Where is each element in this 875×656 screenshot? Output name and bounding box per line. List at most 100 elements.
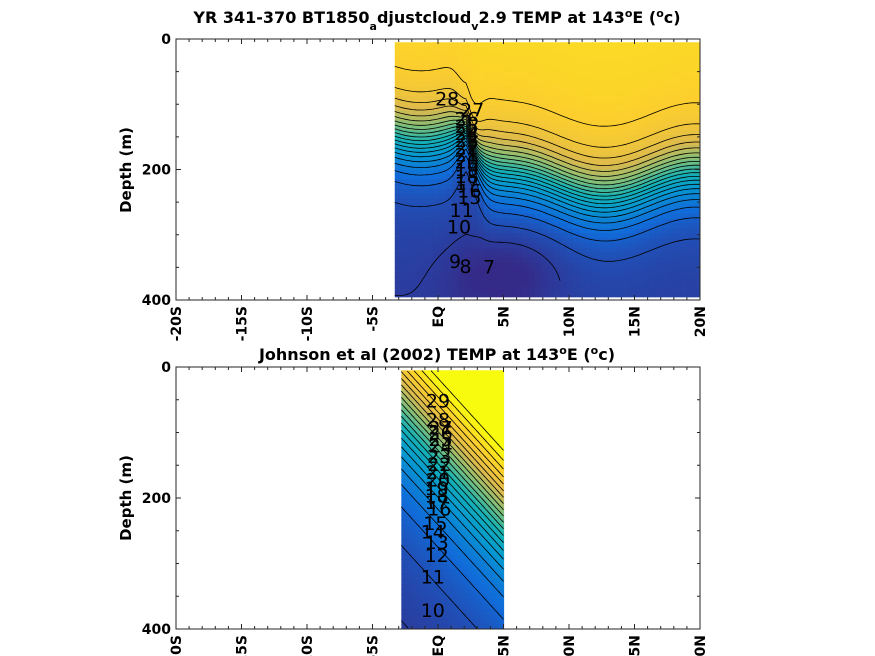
field-cell [649, 130, 657, 136]
field-cell [454, 425, 458, 431]
field-cell [407, 125, 415, 131]
isotherm-line [394, 66, 700, 127]
field-cell [448, 390, 451, 396]
field-cell [448, 584, 451, 590]
field-cell [617, 179, 625, 185]
field-cell [407, 174, 415, 180]
field-cell [623, 86, 631, 92]
field-cell [407, 549, 411, 555]
field-cell [431, 464, 434, 471]
field-cell [407, 66, 415, 73]
field-cell [471, 614, 475, 620]
field-cell [636, 130, 644, 136]
field-cell [473, 385, 477, 391]
field-cell [432, 189, 440, 195]
field-cell [693, 242, 700, 249]
field-cell [502, 252, 510, 259]
field-cell [572, 81, 580, 87]
field-cell [534, 135, 542, 141]
field-cell [534, 218, 542, 224]
field-cell [448, 479, 451, 486]
field-cell [674, 247, 682, 254]
field-cell [480, 604, 483, 610]
field-cell [473, 589, 477, 595]
field-cell [446, 589, 449, 595]
field-cell [439, 604, 443, 610]
field-cell [428, 504, 432, 511]
field-cell [604, 233, 612, 239]
field-cell [422, 499, 426, 506]
field-cell [471, 400, 475, 406]
field-cell [560, 96, 568, 102]
field-cell [515, 262, 523, 268]
field-cell [636, 105, 644, 112]
field-cell [454, 370, 458, 376]
field-cell [693, 193, 700, 200]
field-cell [480, 405, 483, 411]
field-cell [422, 574, 426, 580]
field-cell [405, 554, 409, 560]
field-cell [452, 218, 459, 224]
field-cell [528, 96, 536, 102]
field-cell [420, 272, 428, 278]
field-cell [435, 420, 439, 426]
field-cell [490, 179, 498, 185]
field-cell [471, 179, 479, 185]
field-cell [477, 469, 481, 476]
field-cell [486, 509, 490, 516]
field-cell [431, 484, 434, 491]
field-cell [460, 439, 464, 446]
field-cell [496, 149, 504, 156]
field-cell [433, 524, 436, 531]
field-cell [471, 76, 479, 83]
field-cell [484, 569, 488, 575]
field-cell [463, 519, 466, 526]
field-cell [401, 149, 409, 156]
field-cell [604, 252, 612, 259]
field-cell [439, 252, 447, 259]
field-cell [480, 479, 483, 486]
field-cell [483, 145, 491, 151]
field-cell [541, 184, 548, 190]
field-cell [649, 71, 657, 78]
field-cell [428, 405, 432, 411]
field-cell [431, 380, 434, 386]
field-cell [528, 149, 536, 156]
field-cell [428, 549, 432, 555]
field-cell [416, 519, 419, 526]
field-cell [464, 282, 472, 288]
field-cell [655, 203, 663, 210]
field-cell [437, 509, 441, 516]
field-cell [585, 125, 593, 131]
field-cell [623, 198, 631, 205]
field-cell [579, 218, 587, 224]
field-cell [483, 66, 491, 73]
field-cell [424, 499, 428, 506]
field-cell [636, 110, 644, 117]
field-cell [431, 439, 434, 446]
y-tick-label: 400 [142, 293, 171, 309]
field-cell [407, 47, 415, 53]
field-cell [687, 76, 695, 83]
field-cell [469, 454, 473, 461]
field-cell [496, 61, 504, 68]
field-cell [431, 494, 434, 501]
field-cell [490, 193, 498, 200]
field-cell [424, 415, 428, 421]
field-cell [560, 115, 568, 122]
field-cell [460, 410, 464, 416]
field-cell [456, 494, 460, 501]
field-cell [464, 198, 472, 205]
field-cell [414, 564, 417, 570]
field-cell [460, 395, 464, 401]
field-cell [496, 257, 504, 264]
field-cell [446, 514, 449, 521]
field-cell [413, 125, 421, 131]
field-cell [687, 66, 695, 73]
field-cell [591, 184, 599, 190]
field-cell [490, 439, 494, 446]
field-cell [433, 529, 436, 536]
field-cell [420, 174, 428, 180]
field-cell [416, 420, 419, 426]
field-cell [547, 154, 555, 161]
